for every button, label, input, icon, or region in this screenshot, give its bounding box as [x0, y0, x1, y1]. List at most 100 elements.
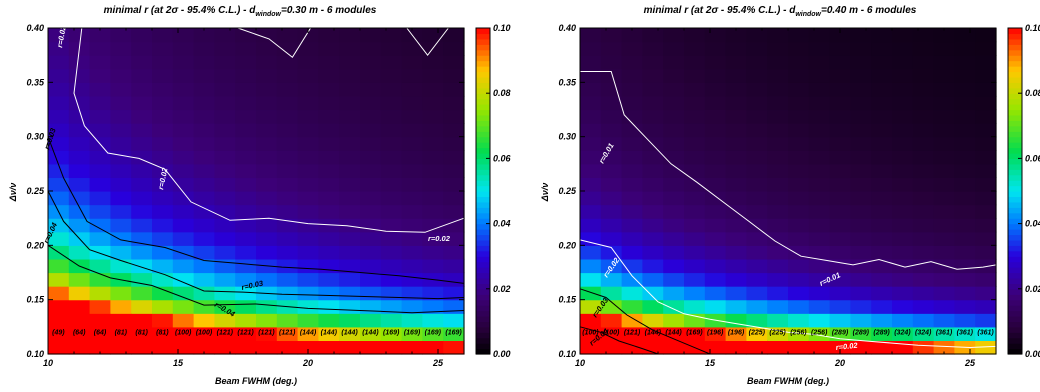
heatmap-cell: [193, 150, 215, 165]
heatmap-cell: [600, 163, 623, 179]
heatmap-cell: [193, 109, 215, 124]
heatmap-cell: [152, 299, 174, 314]
colorbar-segment: [1008, 66, 1022, 73]
heatmap-cell: [767, 313, 789, 328]
heatmap-cell: [276, 204, 299, 219]
heatmap-cell: [360, 150, 382, 165]
heatmap-cell: [89, 231, 111, 246]
heatmap-cell: [788, 286, 810, 301]
heatmap-cell: [808, 313, 831, 328]
heatmap-cell: [48, 82, 70, 97]
colorbar-segment: [476, 207, 490, 214]
heatmap-cell: [48, 28, 70, 43]
heatmap-cell: [48, 136, 70, 151]
heatmap-cell: [621, 136, 643, 151]
heatmap-cell: [256, 68, 278, 83]
heatmap-cell: [339, 95, 361, 111]
heatmap-cell: [850, 68, 872, 83]
heatmap-cell: [443, 326, 465, 342]
heatmap-cell: [663, 245, 685, 260]
heatmap-cell: [621, 55, 643, 70]
heatmap-cell: [642, 177, 664, 192]
heatmap-cell: [684, 204, 706, 219]
module-count-label: (49): [52, 329, 65, 336]
heatmap-cell: [912, 286, 935, 301]
heatmap-cell: [933, 258, 955, 274]
heatmap-cell: [318, 204, 340, 219]
heatmap-cell: [642, 340, 664, 355]
heatmap-cell: [746, 326, 768, 342]
heatmap-cell: [621, 191, 643, 206]
heatmap-cell: [276, 163, 299, 179]
heatmap-cell: [954, 150, 976, 165]
y-tick-label: 0.25: [558, 186, 577, 196]
heatmap-cell: [642, 95, 664, 111]
heatmap-cell: [975, 299, 997, 314]
heatmap-cell: [850, 231, 872, 246]
heatmap-cell: [704, 150, 727, 165]
colorbar-segment: [1008, 212, 1022, 219]
heatmap-cell: [788, 41, 810, 56]
colorbar-segment: [476, 104, 490, 111]
heatmap-cell: [912, 68, 935, 83]
heatmap-cell: [808, 41, 831, 56]
heatmap-cell: [443, 272, 465, 287]
heatmap-cell: [48, 123, 70, 138]
heatmap-cell: [788, 163, 810, 179]
heatmap-cell: [684, 82, 706, 97]
heatmap-cell: [621, 163, 643, 179]
heatmap-cell: [850, 340, 872, 355]
heatmap-cell: [339, 28, 361, 43]
heatmap-cell: [684, 326, 706, 342]
axes: 10 15 20 25 0.10 0.15 0.20 0.25 0.30 0.35 0.40: [26, 23, 465, 368]
heatmap-cell: [892, 191, 914, 206]
heatmap-cell: [172, 68, 195, 83]
heatmap-cell: [621, 123, 643, 138]
heatmap-cell: [193, 95, 215, 111]
contour-line: [580, 71, 997, 270]
colorbar-segment: [1008, 87, 1022, 94]
heatmap-cell: [214, 299, 236, 314]
heatmap-cell: [256, 231, 278, 246]
colorbar-segment: [1008, 38, 1022, 45]
heatmap-cell: [68, 163, 91, 179]
module-count-label: (196): [707, 329, 724, 336]
heatmap-cell: [235, 163, 257, 179]
colorbar-segment: [476, 49, 490, 56]
heatmap-cell: [725, 313, 747, 328]
heatmap-cell: [767, 231, 789, 246]
heatmap-cell: [380, 231, 403, 246]
heatmap-cell: [663, 340, 685, 355]
heatmap-cell: [808, 299, 831, 314]
heatmap-cell: [256, 150, 278, 165]
colorbar-segment: [476, 136, 490, 143]
heatmap-cell: [214, 177, 236, 192]
heatmap-cell: [600, 286, 623, 301]
heatmap-cell: [684, 286, 706, 301]
heatmap-cell: [704, 258, 727, 274]
heatmap-cell: [401, 258, 423, 274]
heatmap-cell: [172, 313, 195, 328]
heatmap-cell: [933, 231, 955, 246]
heatmap-cell: [131, 286, 153, 301]
heatmap-cell: [704, 163, 727, 179]
heatmap-cell: [746, 123, 768, 138]
heatmap-cell: [214, 286, 236, 301]
heatmap-cell: [214, 55, 236, 70]
heatmap-cell: [892, 286, 914, 301]
colorbar-segment: [1008, 267, 1022, 274]
x-tick-label: 15: [705, 358, 716, 368]
colorbar-segment: [476, 191, 490, 198]
colorbar-segment: [476, 38, 490, 45]
heatmap-cell: [89, 313, 111, 328]
heatmap-cell: [767, 245, 789, 260]
heatmap-cell: [600, 177, 623, 192]
y-tick-label: 0.20: [558, 240, 576, 250]
heatmap-cell: [256, 109, 278, 124]
heatmap-cell: [621, 109, 643, 124]
heatmap-cell: [401, 95, 423, 111]
heatmap-cell: [214, 204, 236, 219]
heatmap-cell: [68, 299, 91, 314]
heatmap-cell: [193, 272, 215, 287]
heatmap-cell: [621, 177, 643, 192]
